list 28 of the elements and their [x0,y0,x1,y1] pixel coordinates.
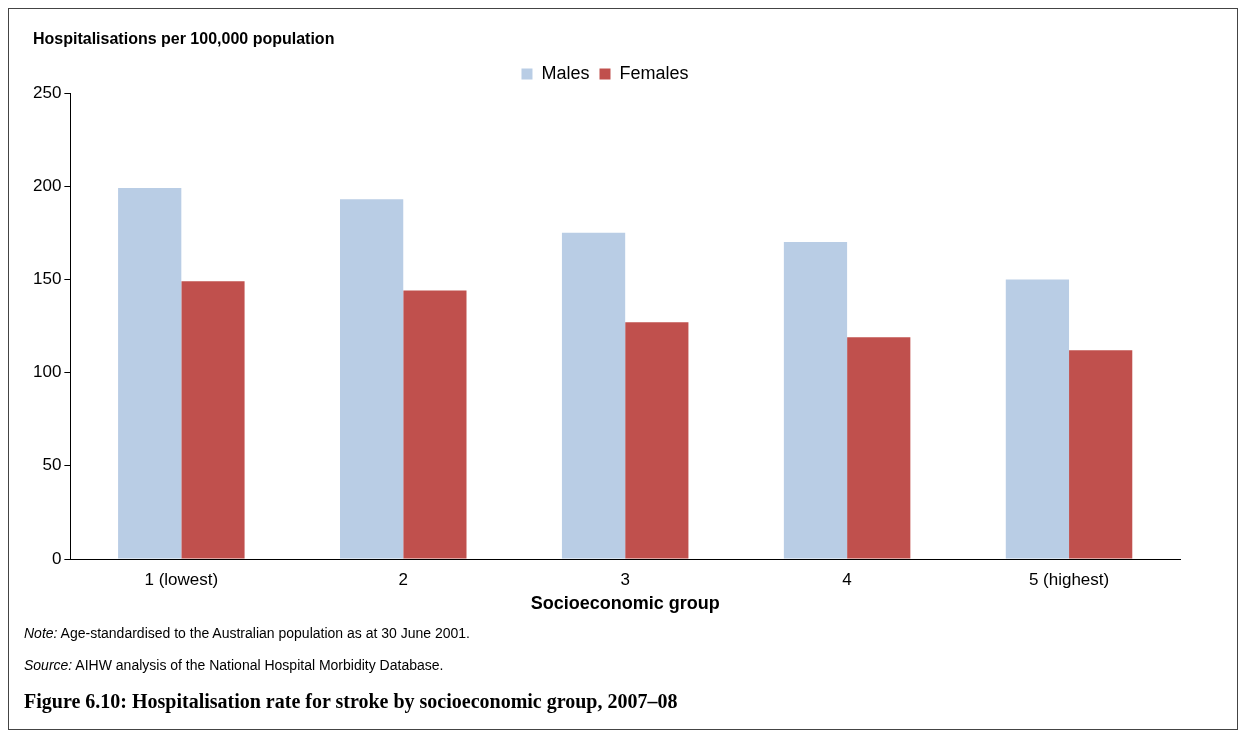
x-tick-label: 3 [620,569,630,589]
bar [847,337,911,559]
bar [783,242,848,559]
text: Note: Age-standardised to the Australian population as at 30 June 2001. [24,625,470,641]
legend-label: Males [541,62,590,83]
bar [118,188,182,559]
x-tick-label: 2 [398,569,408,589]
y-axis-title: Hospitalisations per 100,000 population [33,30,335,48]
bar [625,322,689,559]
bar [1069,350,1133,559]
y-tick-label: 100 [32,362,62,382]
legend-label: Females [619,62,689,83]
y-tick-label: 0 [51,548,62,568]
y-tick-label: 150 [32,269,62,289]
bar [561,232,626,559]
bar [403,290,467,559]
source-note: Source: AIHW analysis of the National Hospital Morbidity Database. [24,657,444,673]
text: Figure 6.10: Hospitalisation rate for stroke by socioeconomic group, 2007–08 [24,690,678,713]
bar [181,281,245,559]
x-tick-label: 4 [842,569,852,589]
x-tick-label: 5 (highest) [1028,569,1110,589]
y-tick-label: 200 [32,175,62,195]
y-tick-label: 250 [32,82,62,102]
x-tick-label: 1 (lowest) [144,569,219,589]
x-axis-title: Socioeconomic group [530,593,720,614]
bar [1005,279,1070,559]
y-tick-label: 50 [42,455,62,475]
bar [340,199,404,559]
